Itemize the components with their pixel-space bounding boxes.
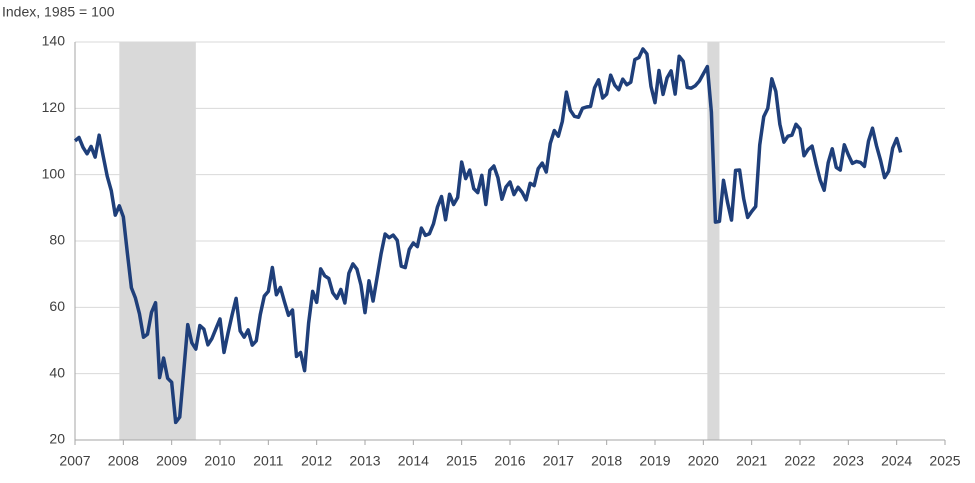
x-tick-label: 2011 (253, 453, 283, 469)
y-tick-label: 140 (42, 33, 66, 49)
x-tick-label: 2022 (784, 453, 815, 469)
x-tick-label: 2012 (301, 453, 332, 469)
data-line (73, 47, 903, 425)
x-tick-label: 2021 (736, 453, 767, 469)
x-tick-label: 2013 (349, 453, 380, 469)
x-tick-label: 2023 (833, 453, 864, 469)
x-tick-label: 2009 (156, 453, 187, 469)
y-tick-label: 20 (49, 431, 65, 447)
x-tick-label: 2008 (108, 453, 139, 469)
chart-title: Index, 1985 = 100 (2, 4, 115, 20)
y-tick-label: 120 (42, 99, 66, 115)
x-tick-label: 2019 (639, 453, 670, 469)
y-tick-label: 40 (49, 364, 65, 380)
x-tick-label: 2010 (204, 453, 235, 469)
x-tick-label: 2016 (494, 453, 525, 469)
y-tick-label: 100 (42, 165, 66, 181)
x-tick-label: 2014 (398, 453, 429, 469)
x-tick-label: 2018 (591, 453, 622, 469)
x-tick-label: 2020 (688, 453, 719, 469)
x-tick-label: 2024 (881, 453, 912, 469)
x-tick-label: 2007 (59, 453, 90, 469)
y-tick-label: 60 (49, 298, 65, 314)
x-tick-label: 2025 (929, 453, 960, 469)
x-tick-label: 2015 (446, 453, 477, 469)
x-tick-label: 2017 (543, 453, 574, 469)
y-tick-label: 80 (49, 232, 65, 248)
